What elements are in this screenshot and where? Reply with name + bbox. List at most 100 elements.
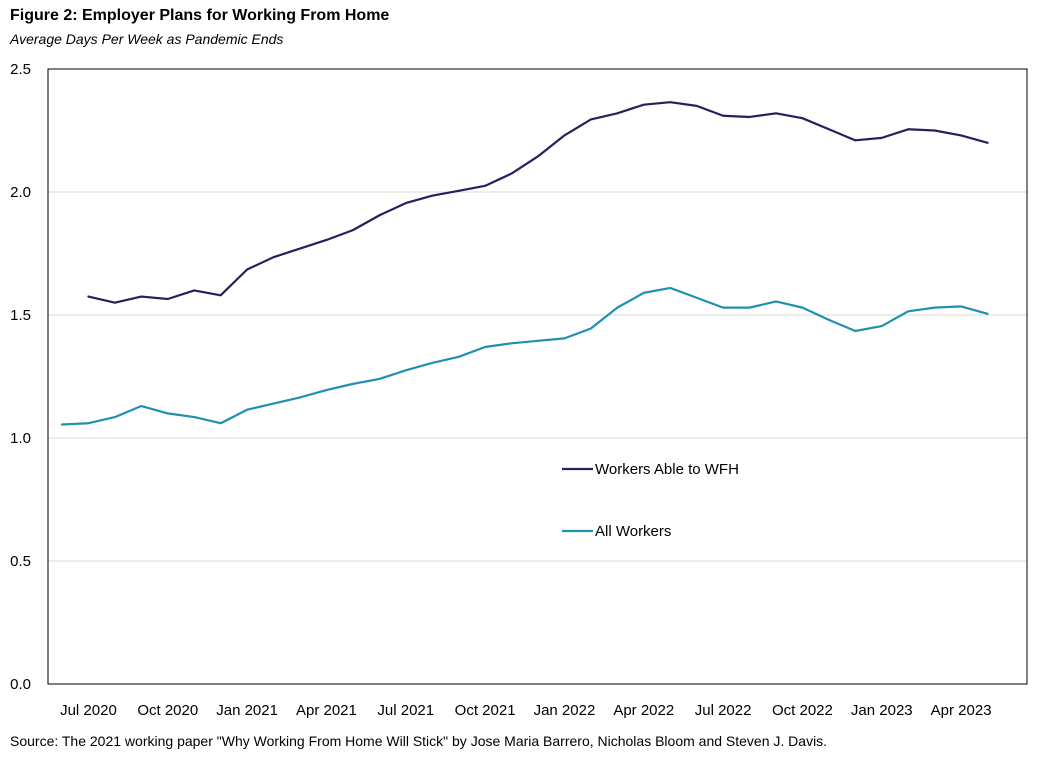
data-point [800, 116, 805, 121]
data-point [350, 228, 355, 233]
data-point [932, 128, 937, 133]
x-axis-ticks: Jul 2020 Oct 2020 Jan 2021 Apr 2021 Jul 2021… [60, 702, 991, 719]
x-tick-label: Oct 2020 [137, 702, 198, 719]
data-point [906, 127, 911, 132]
data-point [985, 311, 990, 316]
data-point [562, 336, 567, 341]
data-point [60, 422, 65, 427]
data-point [298, 246, 303, 251]
y-tick-label: 2.0 [10, 184, 31, 201]
data-point [350, 381, 355, 386]
y-tick-label: 0.0 [10, 676, 31, 693]
data-point [298, 395, 303, 400]
data-point [271, 401, 276, 406]
data-point [377, 213, 382, 218]
data-point [959, 133, 964, 138]
x-tick-label: Apr 2022 [613, 702, 674, 719]
data-point [430, 360, 435, 365]
data-point [245, 267, 250, 272]
data-point [826, 127, 831, 132]
data-point [562, 133, 567, 138]
chart-title: Figure 2: Employer Plans for Working Fro… [10, 7, 390, 24]
data-point [747, 114, 752, 119]
data-point [721, 113, 726, 118]
data-point [112, 415, 117, 420]
data-point [721, 305, 726, 310]
data-point [615, 305, 620, 310]
data-point [509, 341, 514, 346]
x-tick-label: Jan 2021 [216, 702, 278, 719]
data-point [112, 300, 117, 305]
data-point [403, 201, 408, 206]
series-line-workers-able-to-wfh [87, 101, 989, 304]
data-point [906, 309, 911, 314]
data-point [641, 102, 646, 107]
y-tick-label: 0.5 [10, 553, 31, 570]
gridlines [48, 191, 1027, 562]
data-point [774, 299, 779, 304]
data-point [694, 103, 699, 108]
data-point [192, 415, 197, 420]
chart-subtitle: Average Days Per Week as Pandemic Ends [10, 31, 284, 47]
y-axis-ticks: 0.0 0.5 1.0 1.5 2.0 2.5 [10, 61, 31, 693]
data-point [959, 304, 964, 309]
data-point [324, 388, 329, 393]
x-tick-label: Oct 2021 [455, 702, 516, 719]
chart-source-note: Source: The 2021 working paper "Why Work… [10, 733, 828, 749]
data-point [139, 294, 144, 299]
y-tick-label: 1.0 [10, 430, 31, 447]
data-point [853, 328, 858, 333]
series-line-all-workers [60, 286, 989, 426]
data-point [694, 295, 699, 300]
plot-area-frame [47, 68, 1028, 685]
data-point [985, 140, 990, 145]
legend-label: Workers Able to WFH [595, 461, 739, 478]
x-tick-label: Jan 2023 [851, 702, 913, 719]
x-tick-label: Jul 2020 [60, 702, 117, 719]
data-point [165, 411, 170, 416]
data-point [218, 293, 223, 298]
data-point [932, 305, 937, 310]
data-point [430, 193, 435, 198]
data-point [641, 290, 646, 295]
data-point [456, 354, 461, 359]
legend-label: All Workers [595, 523, 671, 540]
x-tick-label: Jul 2021 [377, 702, 434, 719]
data-point [588, 326, 593, 331]
data-point [747, 305, 752, 310]
data-point [668, 100, 673, 105]
x-tick-label: Apr 2023 [931, 702, 992, 719]
x-tick-label: Jan 2022 [534, 702, 596, 719]
data-point [218, 421, 223, 426]
data-point [86, 421, 91, 426]
x-tick-label: Oct 2022 [772, 702, 833, 719]
data-point [509, 171, 514, 176]
data-point [668, 285, 673, 290]
data-point [324, 237, 329, 242]
x-tick-label: Jul 2022 [695, 702, 752, 719]
data-point [456, 188, 461, 193]
data-point [192, 288, 197, 293]
data-point [139, 404, 144, 409]
data-point [853, 138, 858, 143]
data-point [86, 294, 91, 299]
data-point [800, 305, 805, 310]
data-point [879, 135, 884, 140]
data-point [483, 344, 488, 349]
data-point [536, 338, 541, 343]
data-point [245, 407, 250, 412]
series-lines [60, 100, 990, 427]
y-tick-label: 1.5 [10, 307, 31, 324]
data-point [483, 183, 488, 188]
data-point [165, 297, 170, 302]
data-point [403, 368, 408, 373]
data-point [536, 154, 541, 159]
x-tick-label: Apr 2021 [296, 702, 357, 719]
data-point [774, 111, 779, 116]
legend: Workers Able to WFH All Workers [562, 461, 739, 540]
data-point [588, 117, 593, 122]
data-point [615, 111, 620, 116]
data-point [377, 376, 382, 381]
y-tick-label: 2.5 [10, 61, 31, 78]
